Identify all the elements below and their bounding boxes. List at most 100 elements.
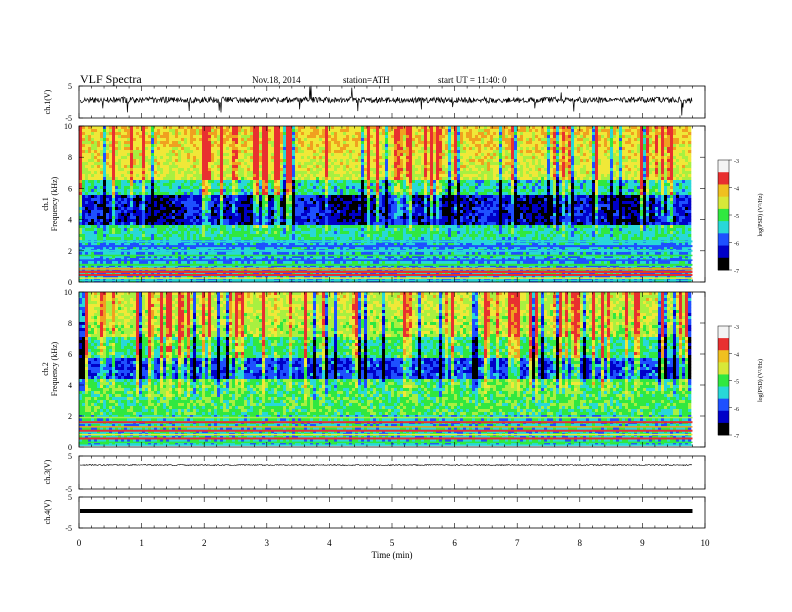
- spectrogram-cell: [298, 186, 302, 190]
- spectrogram-cell: [154, 261, 158, 265]
- spectrogram-cell: [124, 162, 128, 166]
- spectrogram-cell: [190, 165, 194, 169]
- spectrogram-cell: [127, 213, 131, 217]
- spectrogram-cell: [154, 207, 158, 211]
- spectrogram-cell: [178, 222, 182, 226]
- spectrogram-cell: [229, 192, 233, 196]
- spectrogram-cell: [82, 261, 86, 265]
- spectrogram-cell: [184, 234, 188, 238]
- spectrogram-cell: [160, 144, 164, 148]
- spectrogram-cell: [253, 126, 257, 130]
- spectrogram-cell: [358, 222, 362, 226]
- spectrogram-cell: [148, 126, 152, 130]
- spectrogram-cell: [328, 198, 332, 202]
- spectrogram-cell: [286, 174, 290, 178]
- spectrogram-cell: [256, 141, 260, 145]
- spectrogram-cell: [346, 165, 350, 169]
- spectrogram-cell: [163, 180, 167, 184]
- spectrogram-cell: [136, 144, 140, 148]
- spectrogram-cell: [118, 147, 122, 151]
- spectrogram-cell: [328, 231, 332, 235]
- spectrogram-cell: [247, 138, 251, 142]
- spectrogram-cell: [256, 153, 260, 157]
- spectrogram-cell: [139, 138, 143, 142]
- spectrogram-cell: [184, 171, 188, 175]
- spectrogram-cell: [208, 171, 212, 175]
- spectrogram-cell: [217, 165, 221, 169]
- spectrogram-cell: [181, 174, 185, 178]
- spectrogram-cell: [274, 195, 278, 199]
- spectrogram-cell: [187, 234, 191, 238]
- spectrogram-cell: [343, 219, 347, 223]
- spectrogram-cell: [124, 129, 128, 133]
- spectrogram-cell: [181, 141, 185, 145]
- spectrogram-cell: [100, 216, 104, 220]
- spectrogram-cell: [271, 243, 275, 247]
- spectrogram-cell: [148, 183, 152, 187]
- spectrogram-cell: [100, 177, 104, 181]
- spectrogram-cell: [325, 126, 329, 130]
- spectrogram-cell: [331, 153, 335, 157]
- spectrogram-cell: [217, 213, 221, 217]
- spectrogram-cell: [127, 126, 131, 130]
- spectrogram-cell: [202, 129, 206, 133]
- spectrogram-cell: [229, 156, 233, 160]
- spectrogram-cell: [256, 252, 260, 256]
- spectrogram-cell: [307, 159, 311, 163]
- spectrogram-cell: [295, 135, 299, 139]
- spectrogram-cell: [289, 219, 293, 223]
- spectrogram-cell: [271, 156, 275, 160]
- spectrogram-cell: [268, 237, 272, 241]
- spectrogram-cell: [241, 144, 245, 148]
- spectrogram-cell: [112, 237, 116, 241]
- spectrogram-cell: [190, 198, 194, 202]
- spectrogram-cell: [139, 204, 143, 208]
- spectrogram-cell: [241, 189, 245, 193]
- spectrogram-cell: [220, 129, 224, 133]
- spectrogram-cell: [145, 144, 149, 148]
- spectrogram-cell: [100, 189, 104, 193]
- spectrogram-cell: [328, 156, 332, 160]
- spectrogram-cell: [331, 237, 335, 241]
- spectrogram-cell: [157, 126, 161, 130]
- spectrogram-cell: [214, 192, 218, 196]
- spectrogram-cell: [118, 255, 122, 259]
- spectrogram-cell: [130, 159, 134, 163]
- spectrogram-cell: [187, 141, 191, 145]
- spectrogram-cell: [88, 231, 92, 235]
- spectrogram-cell: [355, 153, 359, 157]
- spectrogram-cell: [139, 132, 143, 136]
- spectrogram-cell: [220, 126, 224, 130]
- spectrogram-cell: [289, 186, 293, 190]
- spectrogram-cell: [181, 213, 185, 217]
- spectrogram-cell: [307, 162, 311, 166]
- spectrogram-cell: [361, 165, 365, 169]
- spectrogram-cell: [319, 159, 323, 163]
- spectrogram-cell: [91, 180, 95, 184]
- spectrogram-cell: [313, 216, 317, 220]
- spectrogram-cell: [163, 252, 167, 256]
- spectrogram-cell: [160, 174, 164, 178]
- spectrogram-cell: [259, 228, 263, 232]
- spectrogram-cell: [322, 189, 326, 193]
- spectrogram-cell: [133, 144, 137, 148]
- spectrogram-cell: [268, 138, 272, 142]
- spectrogram-cell: [232, 246, 236, 250]
- spectrogram-cell: [136, 252, 140, 256]
- spectrogram-cell: [310, 189, 314, 193]
- spectrogram-cell: [346, 207, 350, 211]
- spectrogram-cell: [199, 237, 203, 241]
- spectrogram-cell: [232, 234, 236, 238]
- spectrogram-cell: [88, 246, 92, 250]
- spectrogram-cell: [163, 141, 167, 145]
- spectrogram-cell: [238, 174, 242, 178]
- spectrogram-cell: [274, 231, 278, 235]
- spectrogram-cell: [256, 138, 260, 142]
- spectrogram-cell: [307, 228, 311, 232]
- spectrogram-cell: [205, 174, 209, 178]
- spectrogram-cell: [349, 126, 353, 130]
- spectrogram-cell: [244, 231, 248, 235]
- spectrogram-cell: [160, 219, 164, 223]
- spectrogram-cell: [112, 228, 116, 232]
- spectrogram-cell: [148, 195, 152, 199]
